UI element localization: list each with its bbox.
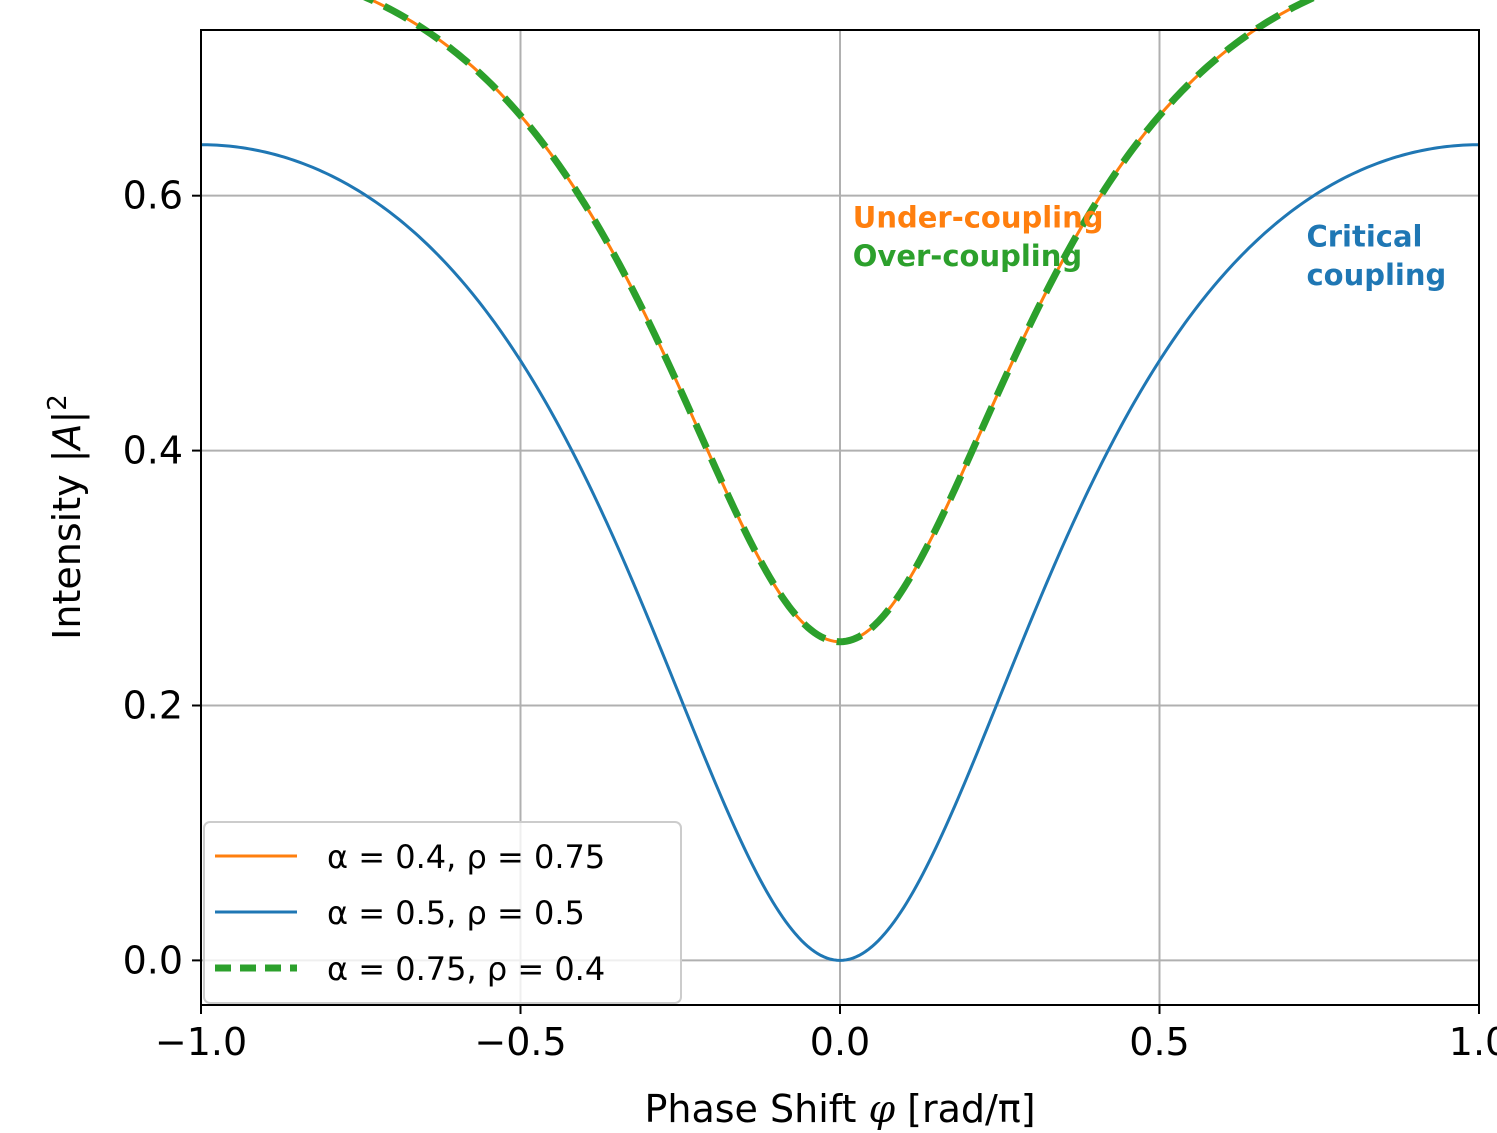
y-axis-ticks: 0.0 0.2 0.4 0.6 <box>123 174 201 982</box>
y-axis-label: Intensity |A|2 <box>43 394 90 640</box>
x-tick-label: 0.5 <box>1129 1020 1189 1064</box>
annotations: Under-coupling Over-coupling Critical coupl… <box>853 201 1447 292</box>
legend-label: α = 0.4, ρ = 0.75 <box>327 838 605 876</box>
legend-box <box>203 821 682 1004</box>
legend: α = 0.4, ρ = 0.75 α = 0.5, ρ = 0.5 α = 0.7… <box>203 821 682 1004</box>
y-tick-label: 0.4 <box>123 429 183 473</box>
annotation-label: Over-coupling <box>853 239 1082 273</box>
annotation-label: coupling <box>1306 258 1446 292</box>
x-tick-label: 1.0 <box>1449 1020 1497 1064</box>
y-tick-label: 0.2 <box>123 683 183 727</box>
y-tick-label: 0.0 <box>123 938 183 982</box>
x-axis-label: Phase Shift φ [rad/π] <box>644 1087 1035 1131</box>
series-line-1 <box>200 143 1480 962</box>
annotation-label: Critical <box>1306 220 1422 254</box>
legend-label: α = 0.5, ρ = 0.5 <box>327 894 585 932</box>
legend-label: α = 0.75, ρ = 0.4 <box>327 950 605 988</box>
x-axis-ticks: −1.0 −0.5 0.0 0.5 1.0 <box>155 1005 1497 1064</box>
series-line-2 <box>363 0 1317 646</box>
x-tick-label: 0.0 <box>810 1020 870 1064</box>
x-tick-label: −0.5 <box>474 1020 566 1064</box>
annotation-label: Under-coupling <box>853 201 1104 235</box>
x-tick-label: −1.0 <box>155 1020 247 1064</box>
series-lines <box>200 0 1480 962</box>
y-tick-label: 0.6 <box>123 174 183 218</box>
